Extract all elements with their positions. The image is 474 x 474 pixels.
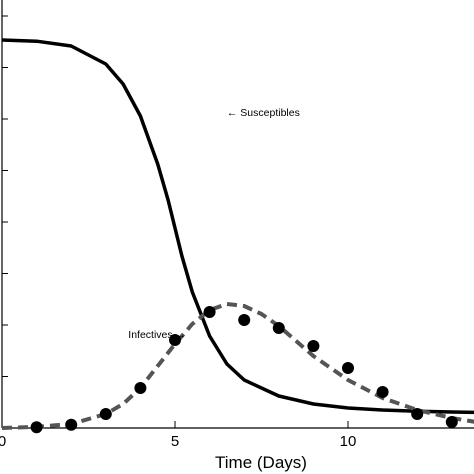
axes-frame bbox=[1, 0, 474, 429]
data-point bbox=[445, 416, 458, 428]
data-point bbox=[411, 408, 424, 420]
y-ticks bbox=[2, 15, 8, 429]
x-tick-label: 0 bbox=[0, 433, 6, 450]
dashed-series-line bbox=[1, 302, 474, 430]
series-layer bbox=[1, 38, 474, 430]
annotation-susceptibles: ← Susceptibles bbox=[227, 107, 300, 119]
data-point bbox=[342, 362, 354, 374]
solid-series-line bbox=[1, 38, 474, 415]
data-point bbox=[238, 314, 251, 326]
x-axis-title: Time (Days) bbox=[215, 453, 307, 472]
data-point bbox=[134, 382, 147, 394]
data-point bbox=[30, 421, 43, 434]
data-point bbox=[272, 322, 285, 334]
data-point bbox=[99, 408, 112, 420]
x-tick-label: 5 bbox=[171, 433, 179, 450]
data-point bbox=[203, 306, 216, 318]
data-point bbox=[169, 334, 181, 346]
annotation-infectives: Infectives → bbox=[128, 329, 186, 341]
data-point bbox=[376, 386, 389, 398]
x-tick-label: 10 bbox=[340, 433, 357, 450]
data-point bbox=[307, 340, 320, 352]
points-layer bbox=[30, 306, 458, 434]
data-point bbox=[65, 418, 78, 431]
